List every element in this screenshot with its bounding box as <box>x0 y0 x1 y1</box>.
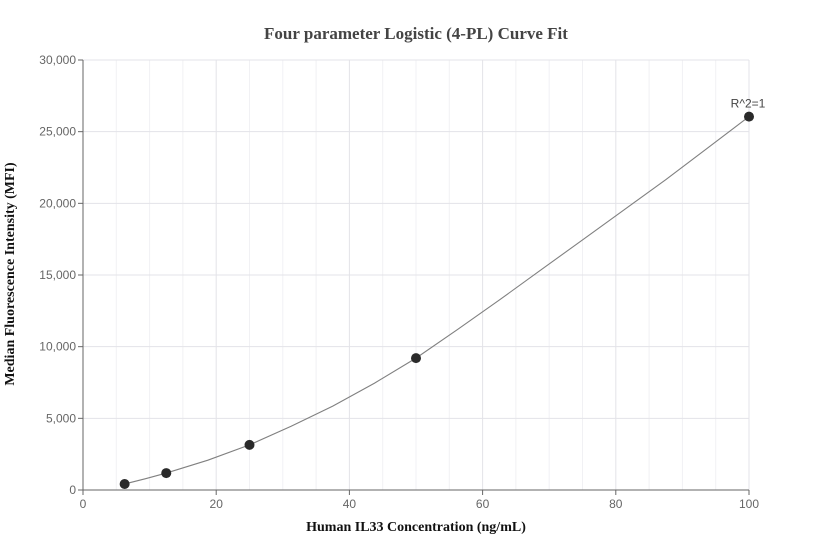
y-tick-label: 10,000 <box>39 340 76 354</box>
y-tick-label: 0 <box>69 483 76 497</box>
grid <box>83 59 750 490</box>
x-tick-label: 20 <box>210 497 224 511</box>
x-tick-label: 60 <box>476 497 490 511</box>
y-axis-ticks: 0 5,000 10,000 15,000 20,000 25,000 30,000 <box>39 53 83 497</box>
data-point <box>411 353 421 364</box>
r-squared-annotation: R^2=1 <box>731 97 766 111</box>
x-tick-label: 100 <box>739 497 759 511</box>
x-axis-ticks: 0 20 40 60 80 100 <box>80 490 759 511</box>
y-axis-title: Median Fluorescence Intensity (MFI) <box>3 162 18 386</box>
x-tick-label: 80 <box>609 497 623 511</box>
data-point <box>161 468 172 479</box>
data-point <box>119 478 130 489</box>
y-tick-label: 20,000 <box>39 196 76 210</box>
y-tick-label: 15,000 <box>39 268 76 282</box>
data-points <box>119 111 754 489</box>
y-tick-label: 25,000 <box>39 125 76 139</box>
x-tick-label: 0 <box>80 497 87 511</box>
fit-curve-line <box>124 116 750 485</box>
data-point <box>744 111 754 122</box>
x-tick-label: 40 <box>343 497 357 511</box>
x-axis-title: Human IL33 Concentration (ng/mL) <box>306 520 526 535</box>
data-point <box>244 439 255 450</box>
y-tick-label: 5,000 <box>46 411 76 425</box>
chart-title: Four parameter Logistic (4-PL) Curve Fit <box>264 24 568 43</box>
y-tick-label: 30,000 <box>39 53 76 67</box>
